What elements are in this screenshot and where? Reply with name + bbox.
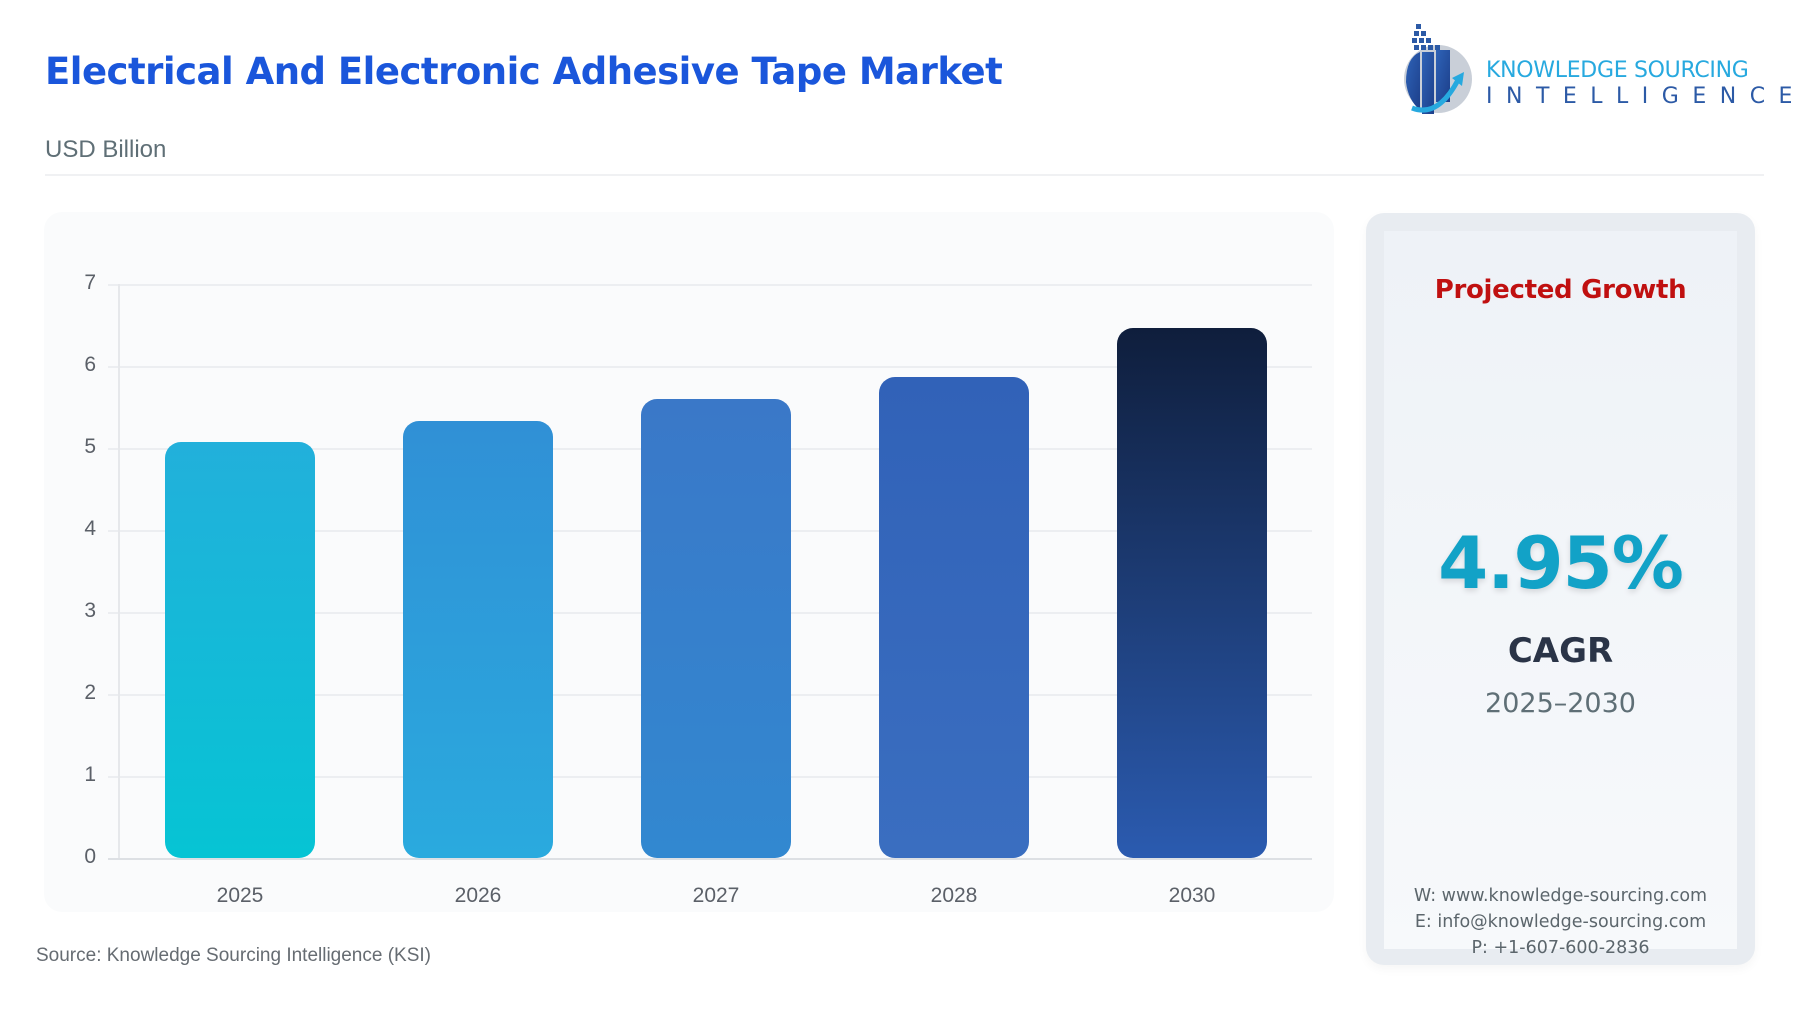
y-axis-tick-label: 1	[84, 763, 96, 786]
source-note: Source: Knowledge Sourcing Intelligence …	[36, 945, 432, 966]
y-axis-tick-label: 5	[84, 435, 96, 458]
y-axis-tick-label: 2	[84, 681, 96, 704]
cagr-value: 4.95%	[1438, 521, 1684, 605]
y-axis-tick-label: 3	[84, 599, 96, 622]
cagr-period: 2025–2030	[1485, 688, 1636, 719]
x-axis-tick-label: 2030	[1168, 884, 1216, 907]
bar-2025[interactable]	[165, 442, 315, 858]
gridline	[108, 366, 1312, 368]
header-divider	[45, 174, 1764, 176]
y-axis-tick-label: 6	[84, 353, 96, 376]
y-axis-tick-label: 0	[84, 845, 96, 868]
cagr-label: CAGR	[1507, 631, 1614, 671]
logo-text-primary: KNOWLEDGE SOURCING	[1486, 58, 1749, 83]
contact-website: W: www.knowledge-sourcing.com	[1413, 886, 1708, 906]
logo-text-secondary: INTELLIGENCE	[1486, 84, 1800, 109]
bar-2030[interactable]	[1117, 328, 1267, 858]
bar-2028[interactable]	[879, 376, 1029, 858]
x-axis-tick-label: 2025	[216, 884, 264, 907]
ksi-logo-icon	[1404, 24, 1472, 114]
x-axis-baseline	[108, 858, 1312, 860]
y-axis-line	[118, 284, 120, 859]
contact-email: E: info@knowledge-sourcing.com	[1414, 912, 1707, 932]
y-axis-tick-label: 7	[84, 271, 96, 294]
x-axis-tick-label: 2028	[930, 884, 978, 907]
contact-phone: P: +1-607-600-2836	[1471, 938, 1650, 958]
chart-title: Electrical And Electronic Adhesive Tape …	[45, 50, 1003, 93]
x-axis-tick-label: 2027	[692, 884, 740, 907]
projected-growth-inner: Projected Growth 4.95% CAGR 2025–2030 W:…	[1384, 231, 1737, 958]
gridline	[108, 284, 1312, 286]
unit-subtitle: USD Billion	[45, 136, 167, 163]
x-axis-tick-label: 2026	[454, 884, 502, 907]
projected-growth-heading: Projected Growth	[1434, 275, 1687, 305]
y-axis-tick-label: 4	[84, 517, 96, 540]
bar-2026[interactable]	[403, 420, 553, 858]
bar-2027[interactable]	[641, 398, 791, 858]
projected-growth-panel: Projected Growth 4.95% CAGR 2025–2030 W:…	[1366, 213, 1755, 965]
ksi-logo: KNOWLEDGE SOURCING INTELLIGENCE	[1398, 22, 1792, 122]
